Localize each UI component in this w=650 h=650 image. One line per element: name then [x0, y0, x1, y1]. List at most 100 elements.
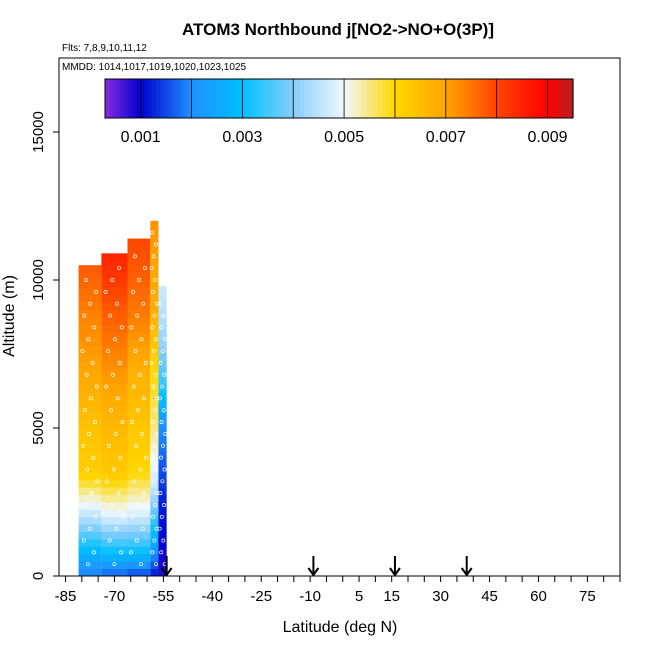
heatmap-cell [78, 309, 102, 318]
sample-point [107, 538, 112, 543]
colorbar-segment [124, 79, 129, 118]
sample-point [144, 455, 149, 460]
heatmap-cell [150, 398, 159, 407]
heatmap-cell [150, 494, 159, 503]
colorbar-tick-label: 0.003 [222, 129, 262, 146]
colorbar-segment [311, 79, 317, 118]
x-tick-label: 75 [579, 588, 596, 605]
sample-point [95, 479, 100, 484]
heatmap-cell [158, 420, 167, 429]
sample-point [154, 431, 159, 436]
sample-point [80, 349, 85, 353]
colorbar-segment [288, 79, 293, 118]
heatmap-cell [101, 457, 128, 466]
x-tick-label: -85 [55, 588, 77, 605]
sample-point [112, 562, 117, 567]
colorbar-segment [452, 79, 457, 118]
colorbar-segment [569, 79, 574, 118]
colorbar-segment [428, 79, 434, 118]
colorbar-segment [374, 79, 379, 118]
colorbar-segment [284, 79, 289, 118]
heatmap-cell [127, 487, 151, 495]
heatmap-cell [101, 413, 128, 421]
colorbar-segment [268, 79, 274, 118]
colorbar-segment [393, 79, 399, 118]
sample-point [162, 372, 167, 377]
colorbar-segment [401, 79, 406, 118]
sample-point [159, 455, 163, 460]
colorbar-segment [440, 79, 445, 118]
heatmap-cell [150, 442, 159, 451]
heatmap-cell [127, 553, 151, 562]
heatmap-cell [127, 391, 151, 399]
heatmap-cell [101, 272, 128, 281]
heatmap-cell [101, 339, 128, 347]
colorbar-segment [479, 79, 484, 118]
heatmap-cell [158, 391, 167, 399]
colorbar-segment [502, 79, 508, 118]
heatmap-cell [158, 509, 167, 518]
heatmap-cell [158, 539, 167, 547]
flight-turn-arrows [160, 556, 473, 577]
x-axis-label: Latitude (deg N) [283, 619, 398, 636]
colorbar-segment [136, 79, 141, 118]
sample-point [150, 550, 155, 555]
heatmap-cell [101, 383, 128, 392]
sample-point [143, 360, 148, 365]
colorbar-segment [292, 79, 297, 118]
heatmap-cell [127, 376, 151, 384]
sample-point [158, 360, 163, 365]
sample-point [161, 408, 166, 413]
sample-point [136, 503, 141, 507]
colorbar-segment [175, 79, 180, 118]
sample-point [150, 420, 155, 425]
heatmap-cell [127, 243, 151, 251]
heatmap-cell [158, 442, 167, 451]
sample-point [113, 431, 118, 436]
colorbar-segment [471, 79, 477, 118]
sample-point [131, 289, 136, 294]
colorbar-segment [132, 79, 137, 118]
heatmap-cell [78, 324, 102, 333]
sample-point [158, 491, 163, 496]
heatmap-cell [101, 428, 128, 436]
heatmap-cells [78, 220, 167, 576]
heatmap-cell [78, 457, 102, 466]
colorbar-segment [190, 79, 196, 118]
sample-point [153, 372, 158, 377]
heatmap-cell [127, 361, 151, 370]
sample-point [116, 491, 121, 496]
flights-note: Flts: 7,8,9,10,11,12 [62, 43, 147, 54]
sample-point [131, 384, 136, 389]
heatmap-cell [158, 309, 167, 318]
heatmap-cell [127, 309, 151, 318]
heatmap-cell [150, 346, 159, 355]
sample-point [138, 467, 143, 472]
sample-point [150, 455, 155, 460]
sample-point [87, 431, 91, 436]
sample-point [120, 420, 125, 425]
heatmap-cell [150, 294, 159, 303]
sample-point [141, 396, 146, 401]
heatmap-cell [101, 294, 128, 303]
colorbar-segment [272, 79, 278, 118]
sample-point [152, 408, 157, 413]
heatmap-cell [78, 450, 102, 458]
heatmap-cell [101, 450, 128, 458]
heatmap-cell [127, 354, 151, 362]
heatmap-cell [78, 376, 102, 384]
heatmap-cell [127, 317, 151, 325]
heatmap-cell [78, 391, 102, 399]
colorbar-segment [222, 79, 227, 118]
sample-point [91, 455, 96, 460]
colorbar-segment [300, 79, 305, 118]
colorbar-segment [420, 79, 426, 118]
heatmap-cell [150, 228, 159, 236]
colorbar-segment [354, 79, 360, 118]
heatmap-cell [101, 317, 128, 325]
colorbar-segment [397, 79, 402, 118]
heatmap-cell [150, 309, 159, 318]
heatmap-cell [78, 265, 102, 273]
sample-point [92, 325, 97, 330]
heatmap-cell [101, 253, 128, 259]
